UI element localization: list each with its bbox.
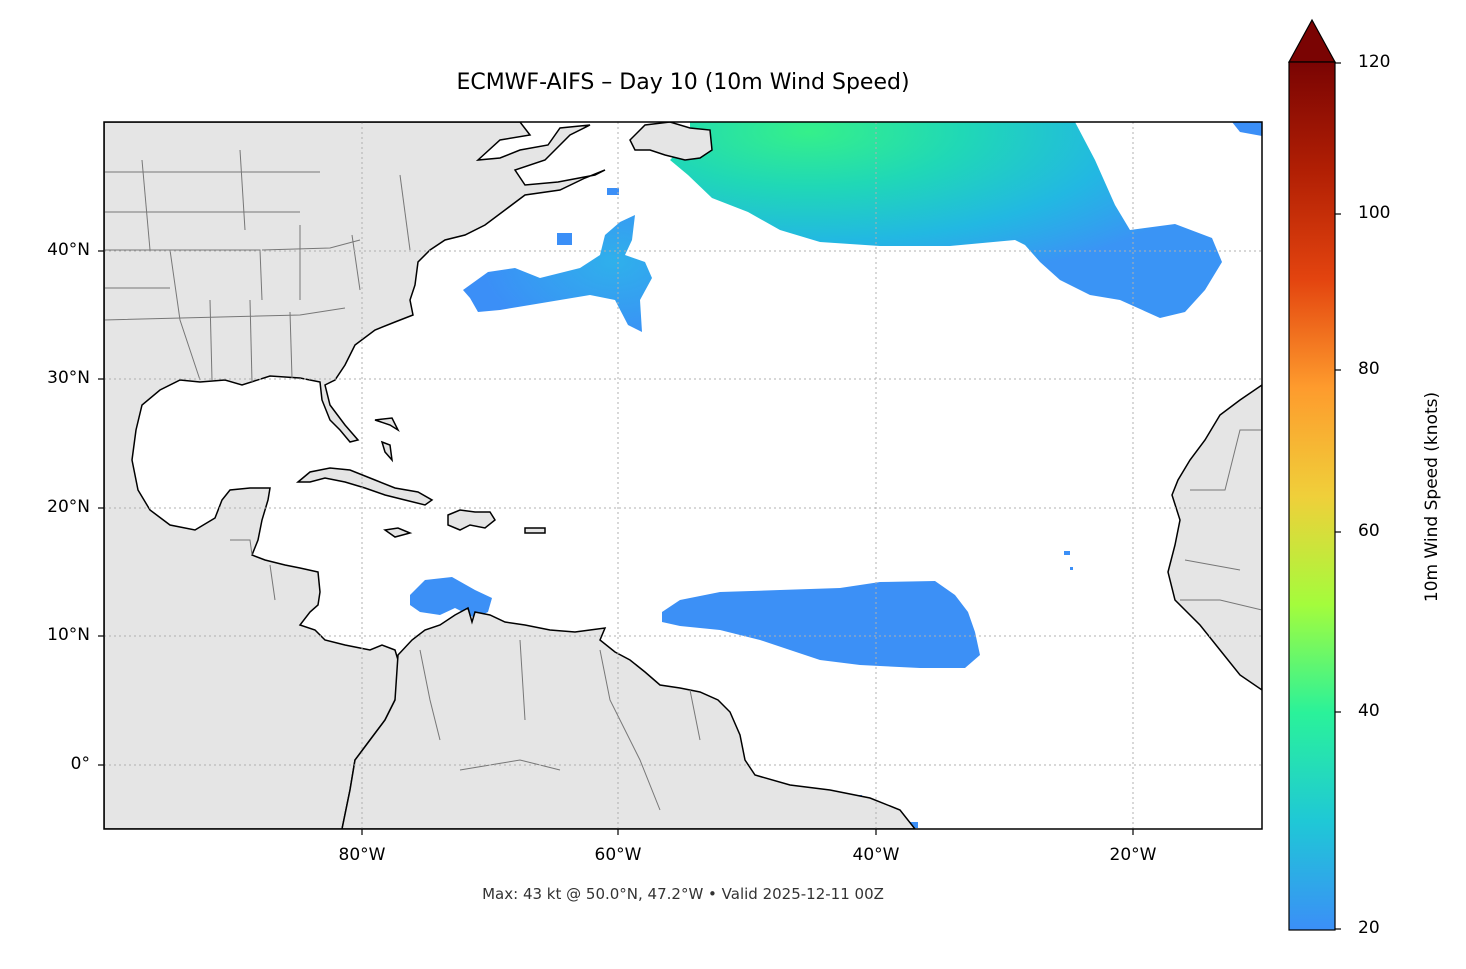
political-borders (104, 149, 1262, 811)
map-footer-info: Max: 43 kt @ 50.0°N, 47.2°W • Valid 2025… (482, 885, 884, 903)
colorbar-tick-label: 80 (1358, 359, 1380, 379)
land-cuba (295, 467, 434, 506)
wind-area-speck-2 (1070, 567, 1073, 570)
lat-tick-label: 10°N (47, 625, 90, 645)
lon-tick-label: 40°W (852, 845, 900, 865)
land-north-america (104, 122, 606, 829)
map-frame (103, 121, 1263, 830)
land-africa (1167, 384, 1262, 691)
map-title: ECMWF-AIFS – Day 10 (10m Wind Speed) (456, 70, 910, 95)
land-puerto-rico (524, 527, 546, 534)
wind-area-north-atlantic-east (1232, 122, 1262, 136)
colorbar-tick-label: 60 (1358, 521, 1380, 541)
wind-area-tropical-trades (662, 581, 980, 668)
gridlines (104, 122, 1262, 829)
land-jamaica (383, 527, 413, 538)
axis-tick-marks (98, 250, 1134, 835)
lat-tick-label: 20°N (47, 497, 90, 517)
lon-tick-label: 60°W (594, 845, 642, 865)
land-south-america (341, 606, 916, 829)
lon-tick-label: 20°W (1109, 845, 1157, 865)
colorbar-extend-arrow (1287, 18, 1337, 63)
wind-area-speck (1064, 551, 1070, 555)
colorbar (1287, 18, 1341, 931)
wind-area-north-atlantic-jet (670, 122, 1222, 318)
colorbar-tick-label: 120 (1358, 52, 1391, 72)
lat-tick-label: 40°N (47, 240, 90, 260)
wind-area-small-patch-2 (607, 188, 619, 195)
colorbar-label: 10m Wind Speed (knots) (1422, 391, 1442, 603)
land-hispaniola (447, 509, 496, 531)
wind-area-speck-4 (908, 822, 918, 828)
lat-tick-label: 0° (70, 754, 90, 774)
wind-area-small-patch (557, 233, 572, 245)
colorbar-scale (1288, 61, 1336, 931)
wind-area-western-atlantic (463, 215, 652, 332)
colorbar-tick-label: 20 (1358, 918, 1380, 938)
colorbar-tick-label: 100 (1358, 203, 1391, 223)
lon-tick-label: 80°W (338, 845, 386, 865)
colorbar-tick-label: 40 (1358, 701, 1380, 721)
lat-tick-label: 30°N (47, 368, 90, 388)
land-bahamas (374, 417, 400, 463)
wind-area-caribbean-jet (410, 577, 492, 618)
